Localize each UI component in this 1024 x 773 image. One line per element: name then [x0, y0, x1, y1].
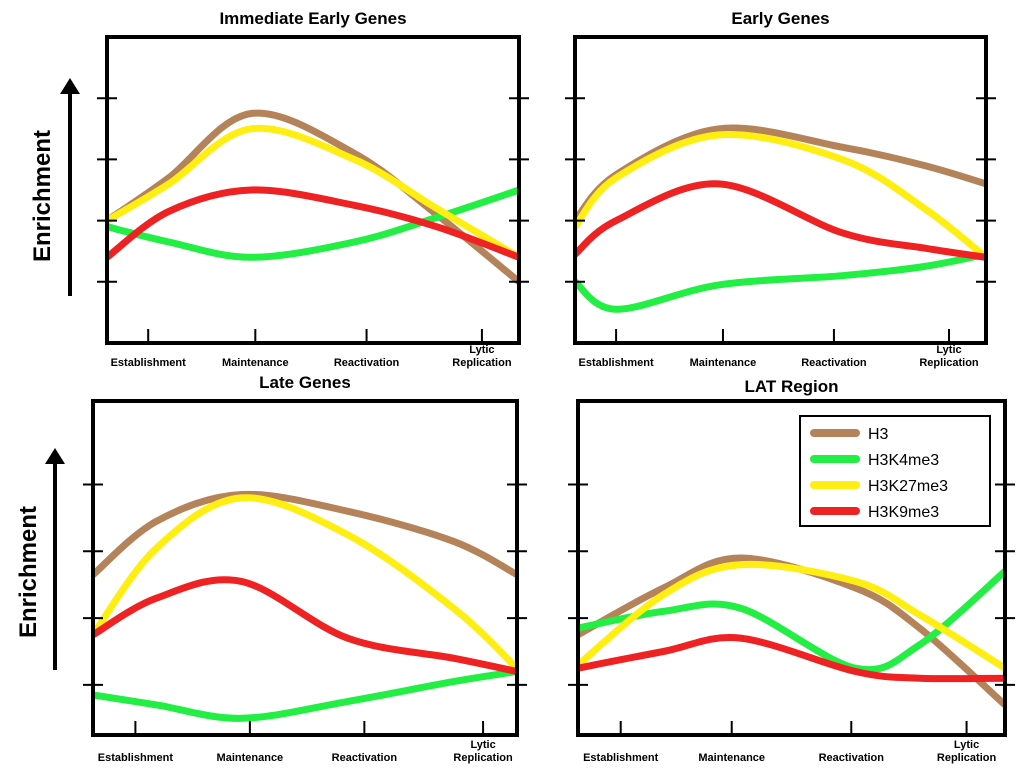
- series-line-h3k4me3: [575, 250, 986, 313]
- x-tick-label: Maintenance: [222, 357, 289, 369]
- series-line-h3k27me3: [93, 494, 517, 672]
- series-group: [578, 554, 1005, 709]
- y-axis-label-bottom: Enrichment: [15, 448, 65, 670]
- series-line-h3k27me3: [575, 131, 986, 261]
- series-line-h3k9me3: [93, 576, 517, 675]
- panel-title: Immediate Early Genes: [219, 9, 406, 28]
- panel-title: LAT Region: [744, 377, 838, 396]
- plot-frame: [91, 399, 519, 737]
- legend-item: H3K9me3: [810, 504, 939, 521]
- chart-panel: Late Genes Establishment Maintenance Reacti…: [83, 373, 527, 764]
- series-line-h3k27me3: [578, 560, 1005, 672]
- legend-label: H3K9me3: [868, 504, 939, 521]
- series-group: [93, 490, 517, 722]
- x-tick-label: Establishment: [579, 357, 655, 369]
- x-tick-label: Lytic Replication: [919, 344, 979, 369]
- y-axis-label-text: Enrichment: [15, 506, 42, 638]
- series-line-h3k4me3: [93, 668, 517, 722]
- plot-frame: [573, 35, 988, 345]
- series-group: [575, 124, 986, 313]
- series-group: [107, 109, 519, 286]
- plot-frame: [105, 35, 521, 345]
- series-line-h3k9me3: [107, 186, 519, 261]
- legend-label: H3K27me3: [868, 478, 948, 495]
- legend-label: H3: [868, 426, 889, 443]
- y-axis-label-top: Enrichment: [29, 78, 80, 296]
- legend-item: H3K27me3: [810, 478, 948, 495]
- enrichment-arrow-head-icon: [60, 78, 80, 94]
- x-tick-label: Establishment: [111, 357, 187, 369]
- series-line-h3k9me3: [578, 634, 1005, 683]
- chart-panel: LAT Region Establishment Maintenance Reacti…: [568, 377, 1015, 764]
- panel-title: Early Genes: [731, 9, 829, 28]
- series-line-h3k9me3: [575, 180, 986, 261]
- series-line-h3: [107, 109, 519, 286]
- legend-items: H3 H3K4me3 H3K27me3 H3K9me3: [810, 426, 948, 521]
- series-line-h3: [93, 490, 517, 579]
- x-tick-label: Maintenance: [690, 357, 757, 369]
- panel-title: Late Genes: [259, 373, 351, 392]
- plot-frame: [576, 399, 1007, 737]
- x-tick-label: Establishment: [98, 752, 174, 764]
- series-line-h3k27me3: [107, 124, 519, 261]
- chart-panel: Early Genes Establishment Maintenance React…: [565, 9, 996, 369]
- legend-item: H3: [810, 426, 889, 443]
- x-tick-label: Reactivation: [801, 357, 867, 369]
- x-tick-label: Reactivation: [334, 357, 400, 369]
- y-axis-label-text: Enrichment: [29, 130, 56, 262]
- x-tick-label: Lytic Replication: [937, 739, 997, 764]
- legend-item: H3K4me3: [810, 452, 939, 469]
- x-tick-label: Lytic Replication: [452, 344, 512, 369]
- x-tick-label: Lytic Replication: [453, 739, 513, 764]
- x-tick-label: Maintenance: [217, 752, 284, 764]
- legend: H3 H3K4me3 H3K27me3 H3K9me3: [799, 415, 991, 527]
- x-tick-label: Establishment: [583, 752, 659, 764]
- x-tick-label: Reactivation: [819, 752, 885, 764]
- series-line-h3k4me3: [578, 567, 1005, 674]
- x-tick-label: Maintenance: [698, 752, 765, 764]
- legend-label: H3K4me3: [868, 452, 939, 469]
- chart-panels: Immediate Early Genes Establishment Mainte…: [83, 9, 1015, 764]
- x-tick-label: Reactivation: [332, 752, 398, 764]
- chart-panel: Immediate Early Genes Establishment Mainte…: [97, 9, 529, 369]
- enrichment-arrow-head-icon: [45, 448, 65, 464]
